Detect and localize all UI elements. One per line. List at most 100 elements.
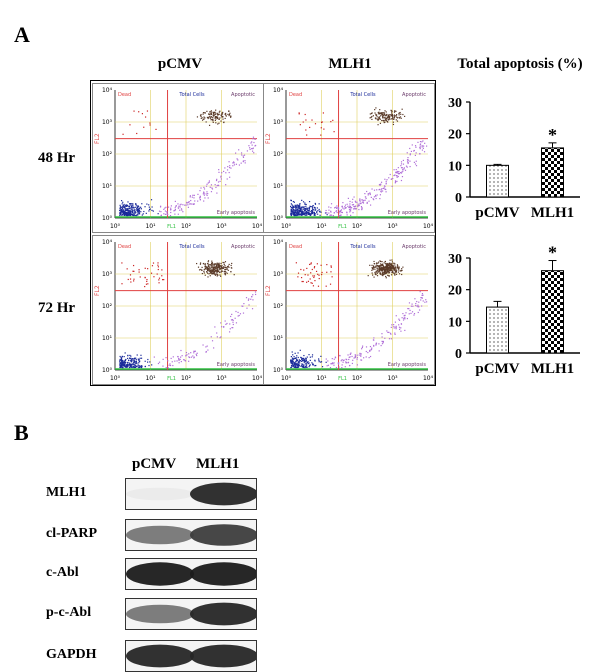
chart-title: Total apoptosis (%) — [457, 56, 583, 72]
x-tick-label: 10⁰ — [110, 375, 121, 382]
y-tick-label: 10⁰ — [102, 367, 113, 374]
bar-mlh1 — [541, 147, 564, 198]
quadrant-label-early: Early apoptosis — [217, 362, 256, 368]
x-tick-label: 10³ — [387, 375, 398, 382]
band-lane-1 — [126, 487, 194, 501]
y-tick-label: 10⁴ — [273, 87, 284, 94]
y-tick-label: 20 — [448, 284, 462, 299]
y-tick-label: 10 — [448, 159, 462, 174]
y-tick-label: 10⁴ — [273, 239, 284, 246]
band-lane-2 — [190, 602, 256, 626]
y-tick-label: 10¹ — [102, 335, 113, 342]
significance-star: * — [548, 243, 557, 263]
quadrant-label-early: Early apoptosis — [388, 210, 427, 216]
blot-strip-mlh1 — [125, 478, 257, 510]
y-tick-label: 10¹ — [273, 183, 284, 190]
blot-strip-c-abl — [125, 558, 257, 590]
x-tick-label: 10⁴ — [423, 223, 434, 230]
y-tick-label: 10⁰ — [273, 215, 284, 222]
y-axis-label: FL2 — [265, 133, 272, 144]
y-tick-label: 0 — [455, 191, 462, 206]
bar-chart-72hr-svg: 0 10 20 30 pCMV * MLH1 — [448, 243, 580, 377]
bar-chart-48hr: 0 10 20 30 pCMV * MLH1 — [440, 92, 590, 237]
quadrant-label-early: Early apoptosis — [217, 210, 256, 216]
quadrant-label-dead: Dead — [118, 92, 131, 98]
blot-label-p-c-abl: p-c-Abl — [46, 605, 92, 620]
band-lane-1 — [126, 644, 194, 668]
quadrant-label-early: Early apoptosis — [388, 362, 427, 368]
x-tick-label: 10² — [181, 223, 192, 230]
x-tick-label: 10⁴ — [423, 375, 434, 382]
panel-a-letter: A — [14, 22, 30, 47]
significance-star: * — [548, 125, 557, 145]
y-tick-label: 10⁰ — [102, 215, 113, 222]
x-axis-label: FL1 — [167, 224, 176, 230]
x-tick-label: 10⁴ — [252, 375, 263, 382]
bar-mlh1 — [541, 270, 564, 354]
blot-label-c-abl: c-Abl — [46, 565, 79, 580]
lane-header-mlh1: MLH1 — [196, 456, 240, 472]
y-tick-label: 30 — [448, 252, 462, 267]
quadrant-label-total: Total Cells — [178, 92, 205, 98]
x-tick-label: 10³ — [387, 223, 398, 230]
x-tick-label-mlh1: MLH1 — [531, 361, 574, 377]
panel-b-letter: B — [14, 420, 29, 445]
y-axis-label: FL2 — [94, 133, 101, 144]
y-tick-label: 30 — [448, 96, 462, 111]
bar-chart-72hr: 0 10 20 30 pCMV * MLH1 — [440, 243, 590, 393]
lane-header-pcmv: pCMV — [132, 456, 177, 472]
y-tick-label: 0 — [455, 347, 462, 362]
band-lane-2 — [190, 644, 256, 668]
col-header-pcmv: pCMV — [157, 56, 203, 72]
x-tick-label: 10⁴ — [252, 223, 263, 230]
quadrant-label-total: Total Cells — [349, 244, 376, 250]
band-lane-2 — [190, 482, 256, 506]
band-lane-2 — [190, 562, 256, 586]
y-axis-label: FL2 — [94, 285, 101, 296]
y-tick-label: 20 — [448, 128, 462, 143]
y-tick-label: 10³ — [273, 271, 284, 278]
band-lane-2 — [190, 524, 256, 546]
x-axis-label: FL1 — [167, 376, 176, 382]
x-tick-label-mlh1: MLH1 — [531, 205, 574, 221]
x-tick-label: 10¹ — [316, 223, 327, 230]
x-tick-label: 10⁰ — [281, 223, 292, 230]
row-header-48hr: 48 Hr — [38, 150, 76, 166]
x-tick-label: 10² — [352, 375, 363, 382]
row-header-72hr: 72 Hr — [38, 300, 76, 316]
x-tick-label: 10³ — [216, 375, 227, 382]
bar-pcmv — [486, 164, 509, 198]
y-tick-label: 10³ — [102, 271, 113, 278]
blot-strip-gapdh — [125, 640, 257, 672]
flow-plot-mlh1-72hr: 10⁰ 10⁰ 10¹ 10¹ 10² 10² 10³ 10³ 10⁴ 10⁴ Dead Total … — [263, 235, 435, 385]
flow-cytometry-frame: 10⁰ 10⁰ 10¹ 10¹ 10² 10² 10³ 10³ 10⁴ 10⁴ Dead Total … — [90, 80, 436, 386]
x-tick-label: 10⁰ — [110, 223, 121, 230]
y-tick-label: 10⁴ — [102, 87, 113, 94]
y-tick-label: 10³ — [273, 119, 284, 126]
y-tick-label: 10¹ — [102, 183, 113, 190]
col-header-mlh1: MLH1 — [328, 56, 372, 72]
blot-label-gapdh: GAPDH — [46, 647, 97, 662]
x-tick-label: 10² — [181, 375, 192, 382]
x-tick-label-pcmv: pCMV — [475, 205, 519, 221]
quadrant-label-dead: Dead — [118, 244, 131, 250]
quadrant-label-total: Total Cells — [178, 244, 205, 250]
band-lane-1 — [126, 525, 194, 545]
quadrant-label-apoptotic: Apoptotic — [231, 92, 255, 98]
bar-chart-48hr-svg: 0 10 20 30 pCMV * MLH1 — [448, 96, 580, 221]
blot-label-mlh1: MLH1 — [46, 485, 87, 500]
y-tick-label: 10⁰ — [273, 367, 284, 374]
blot-strip-cl-parp — [125, 519, 257, 551]
flow-plot-pcmv-48hr: 10⁰ 10⁰ 10¹ 10¹ 10² 10² 10³ 10³ 10⁴ 10⁴ Dead Total … — [92, 83, 264, 233]
y-tick-label: 10² — [102, 303, 113, 310]
flow-plot-mlh1-48hr: 10⁰ 10⁰ 10¹ 10¹ 10² 10² 10³ 10³ 10⁴ 10⁴ Dead Total … — [263, 83, 435, 233]
x-tick-label: 10² — [352, 223, 363, 230]
blot-label-cl-parp: cl-PARP — [46, 526, 98, 541]
y-tick-label: 10¹ — [273, 335, 284, 342]
y-tick-label: 10³ — [102, 119, 113, 126]
x-tick-label: 10³ — [216, 223, 227, 230]
